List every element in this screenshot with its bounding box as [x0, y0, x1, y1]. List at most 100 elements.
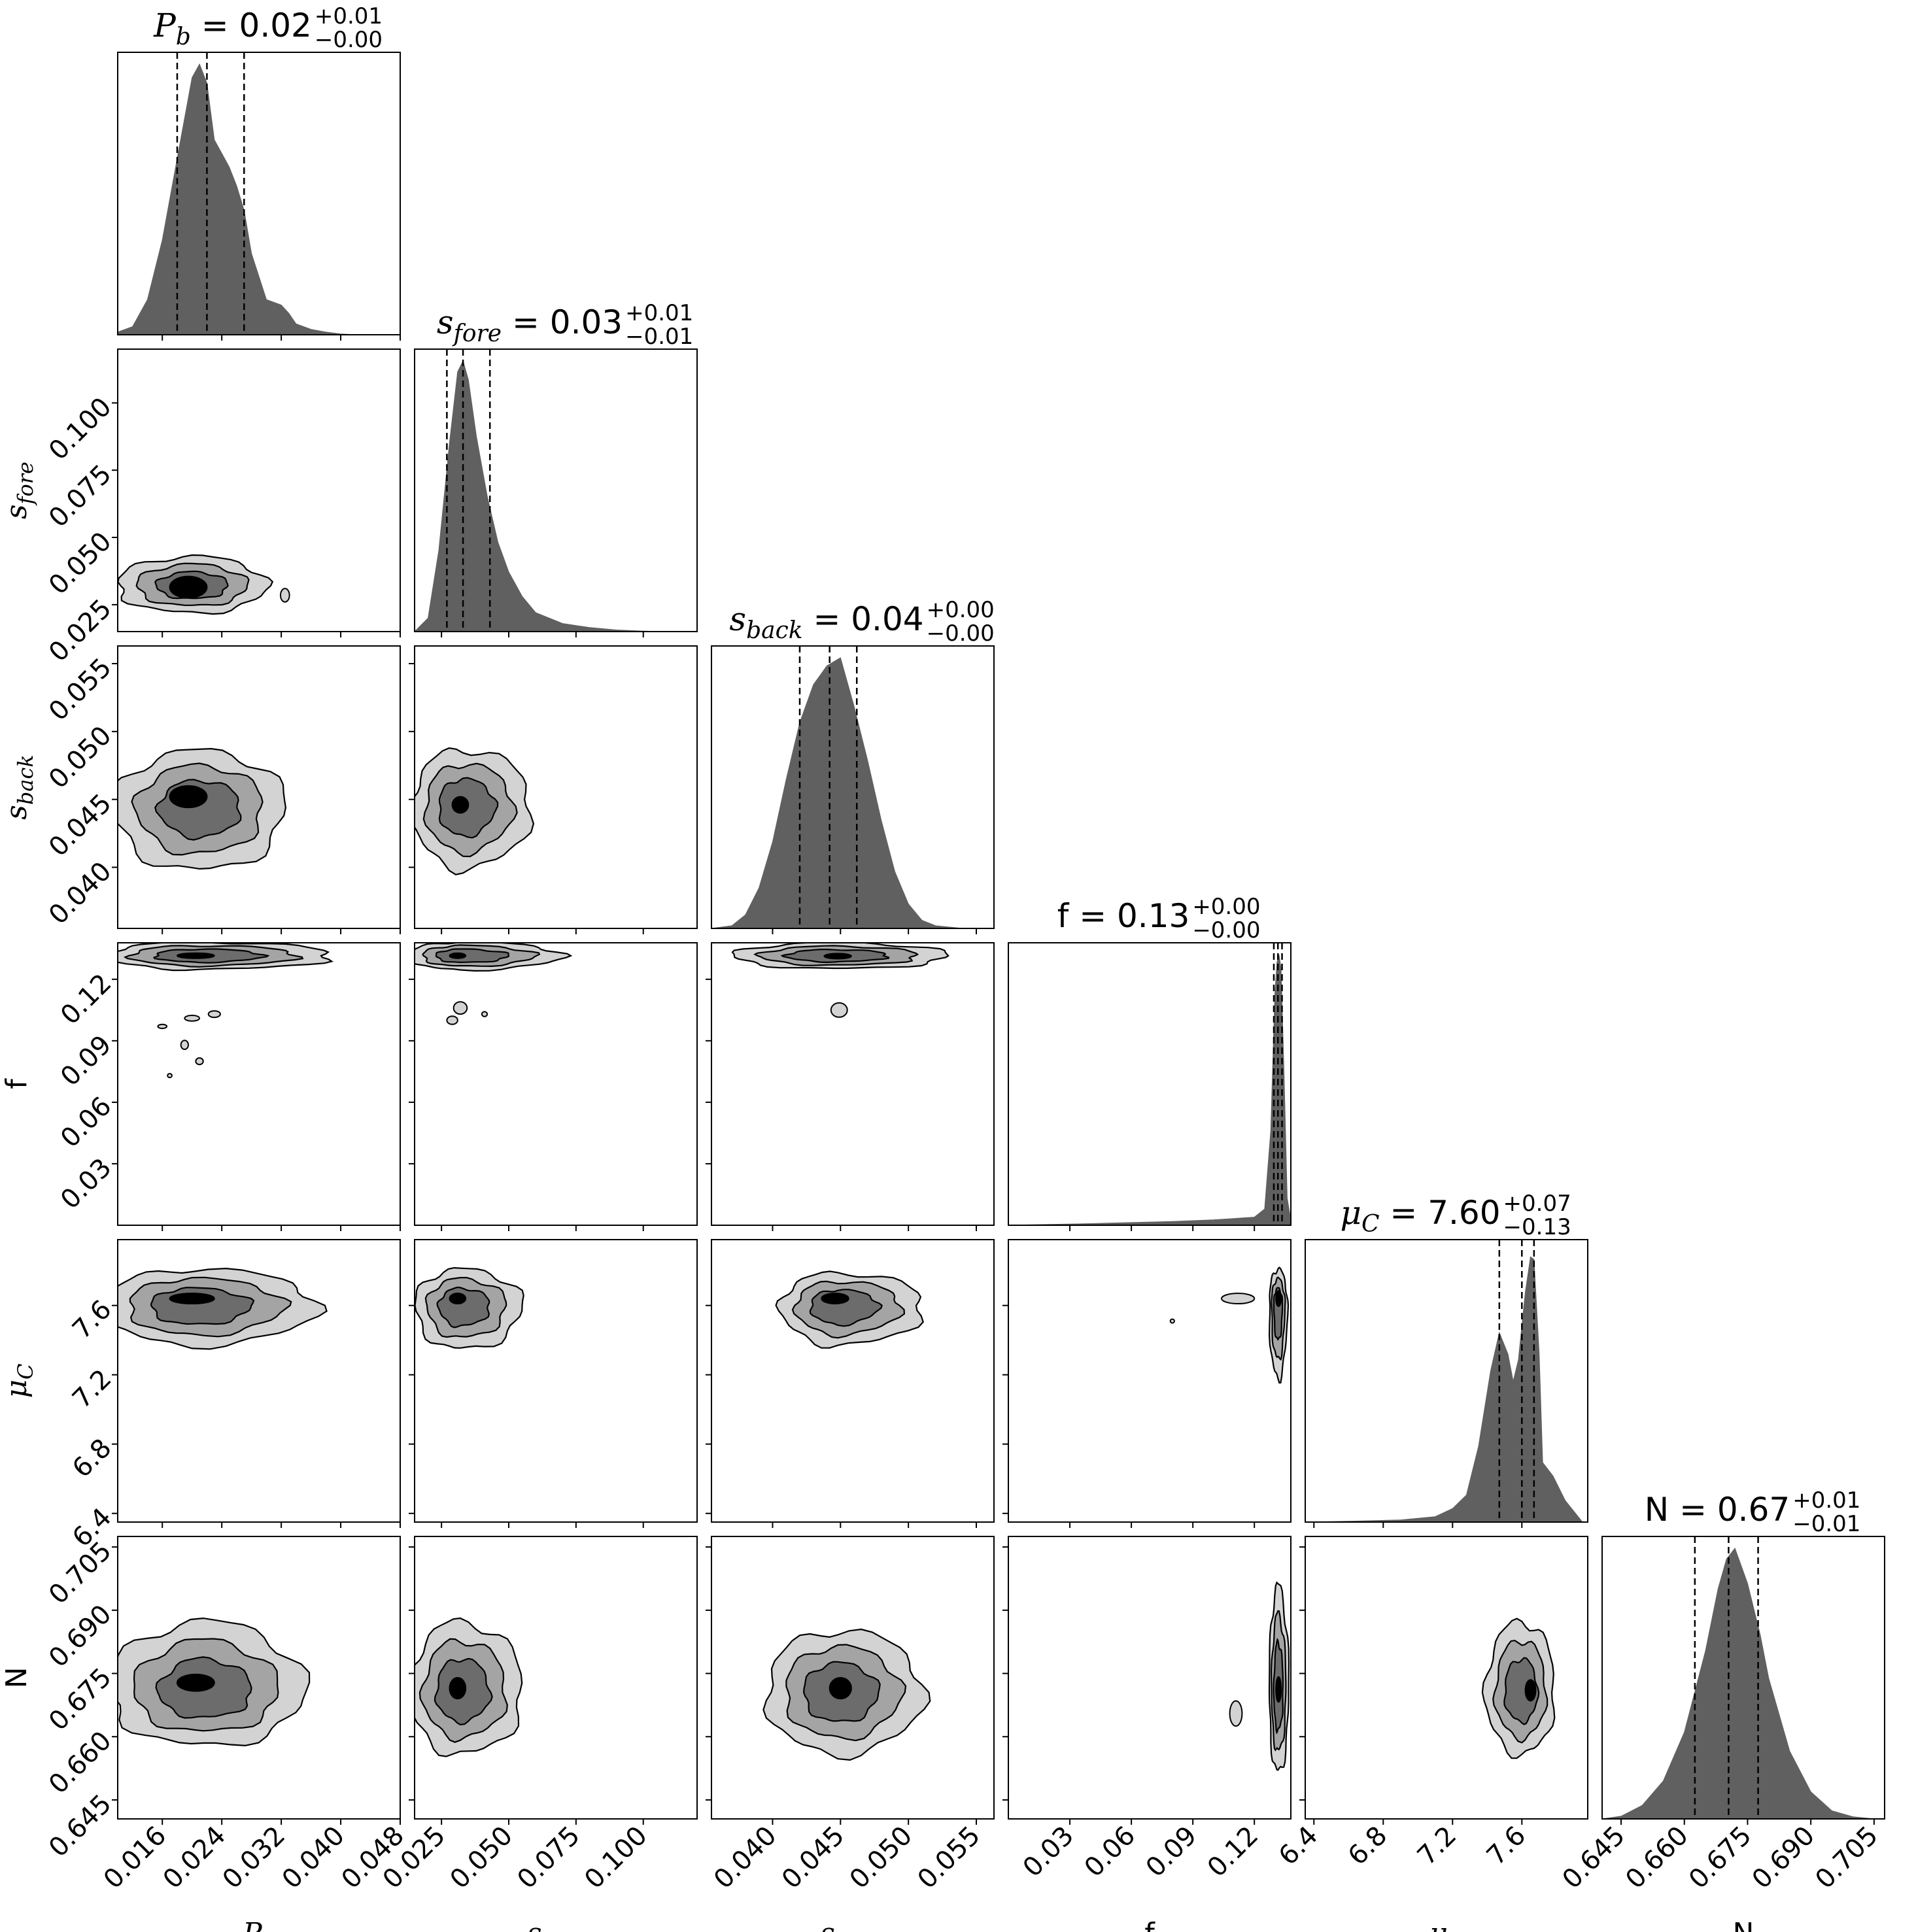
y-tick-label-s_fore: 0.100 [43, 392, 118, 466]
title-s_fore: sfore = 0.03 [437, 303, 623, 347]
contour-peak [823, 953, 852, 960]
panel-frame [1008, 942, 1292, 1226]
marginal-panel-N [1601, 1536, 1885, 1825]
x-axis-label-P_b: Pb [242, 1917, 275, 1932]
histogram-N [1602, 1547, 1874, 1819]
y-tick-label-N: 0.690 [43, 1599, 118, 1674]
marginal-panel-P_b [117, 52, 401, 341]
panel-frame [117, 52, 401, 335]
y-tick-label-s_fore: 0.050 [43, 526, 118, 601]
x-tick-label-f: 0.09 [1140, 1821, 1203, 1884]
contour-peak [449, 1677, 467, 1700]
x-axis-label-s_back: sback [820, 1917, 885, 1932]
joint-panel-s_fore-vs-N [409, 1536, 698, 1825]
x-tick-label-N: 0.660 [1620, 1821, 1694, 1895]
panel-frame [117, 348, 401, 632]
x-tick-label-s_back: 0.055 [912, 1821, 987, 1895]
contour-peak [449, 1293, 467, 1305]
panel-frame [414, 645, 698, 929]
y-tick-label-f: 0.09 [55, 1030, 118, 1093]
y-tick-label-s_fore: 0.075 [43, 459, 118, 534]
x-tick-label-s_back: 0.045 [776, 1821, 851, 1895]
contour-island-3 [481, 1011, 488, 1017]
title-plus-N: +0.01 [1792, 1487, 1860, 1514]
title-f: f = 0.13 [1057, 897, 1190, 935]
panel-frame [117, 1239, 401, 1523]
title-N: N = 0.67 [1645, 1491, 1790, 1529]
title-plus-P_b: +0.01 [315, 3, 383, 29]
joint-panel-f-vs-N [1002, 1536, 1292, 1825]
x-tick-label-mu_C: 7.2 [1412, 1821, 1463, 1872]
contour-island-1 [453, 1001, 468, 1015]
title-minus-f: −0.00 [1192, 917, 1260, 943]
panel-frame [711, 942, 995, 1226]
contour-peak [169, 785, 208, 809]
x-tick-label-P_b: 0.040 [277, 1821, 351, 1895]
panel-frame [711, 1239, 995, 1523]
contour-island-2 [1169, 1318, 1175, 1324]
title-plus-s_fore: +0.01 [625, 300, 693, 326]
contour-island-2 [446, 1015, 458, 1025]
joint-panel-P_b-vs-s_fore [112, 348, 401, 637]
panel-frame [711, 1536, 995, 1820]
contour-peak [1524, 1679, 1537, 1702]
y-tick-label-mu_C: 6.8 [67, 1433, 118, 1484]
title-s_back: sback = 0.04 [729, 600, 923, 644]
panel-frame [1305, 1536, 1588, 1820]
y-tick-label-N: 0.675 [43, 1663, 118, 1737]
contour-island-1 [279, 588, 290, 603]
marginal-panel-mu_C [1305, 1239, 1588, 1528]
title-P_b: Pb = 0.02 [153, 7, 312, 50]
title-plus-s_back: +0.00 [927, 597, 995, 623]
marginal-panel-s_fore [414, 348, 698, 637]
contour-level-3 [1503, 1657, 1540, 1725]
y-tick-label-f: 0.06 [55, 1091, 118, 1154]
title-minus-P_b: −0.00 [315, 27, 383, 53]
joint-panel-s_fore-vs-mu_C [409, 1239, 698, 1528]
x-tick-label-f: 0.03 [1018, 1821, 1080, 1884]
joint-panel-s_fore-vs-f [409, 942, 698, 1231]
x-tick-label-mu_C: 7.6 [1481, 1821, 1532, 1872]
joint-panel-P_b-vs-f [112, 942, 401, 1231]
x-tick-label-N: 0.675 [1683, 1821, 1758, 1895]
joint-panel-f-vs-mu_C [1002, 1239, 1292, 1528]
joint-panel-s_back-vs-mu_C [706, 1239, 995, 1528]
contour-peak [1275, 1290, 1282, 1308]
title-mu_C: μC = 7.60 [1340, 1194, 1500, 1238]
joint-panel-s_back-vs-N [706, 1536, 995, 1825]
x-tick-label-mu_C: 6.4 [1273, 1821, 1324, 1872]
x-axis-label-f: f [1144, 1917, 1155, 1932]
contour-peak [176, 1673, 215, 1692]
panel-frame [414, 1239, 698, 1523]
contour-peak [1275, 1676, 1282, 1703]
contour-island-2 [207, 1010, 221, 1019]
x-axis-label-s_fore: sfore [527, 1917, 585, 1932]
contour-island-6 [167, 1073, 173, 1079]
histogram-f [1008, 954, 1291, 1225]
y-tick-label-mu_C: 7.2 [67, 1364, 118, 1415]
y-tick-label-N: 0.705 [43, 1536, 118, 1610]
histogram-mu_C [1305, 1256, 1583, 1522]
x-tick-label-f: 0.12 [1202, 1821, 1265, 1884]
joint-panel-P_b-vs-mu_C [112, 1239, 401, 1528]
title-minus-s_fore: −0.01 [625, 324, 693, 350]
x-tick-label-f: 0.06 [1079, 1821, 1142, 1884]
contour-peak [176, 952, 215, 959]
x-tick-label-s_fore: 0.075 [511, 1821, 586, 1895]
x-tick-label-s_fore: 0.100 [579, 1821, 653, 1895]
x-axis-label-mu_C: μC [1429, 1917, 1463, 1932]
panel-frame [414, 942, 698, 1226]
joint-panel-s_fore-vs-s_back [409, 645, 698, 934]
contour-peak [821, 1293, 849, 1305]
y-tick-label-N: 0.645 [43, 1789, 118, 1863]
title-plus-f: +0.00 [1192, 894, 1260, 920]
contour-peak [169, 575, 208, 599]
panel-frame [1008, 1536, 1292, 1820]
y-axis-label-mu_C: μC [0, 1363, 38, 1398]
y-tick-label-s_back: 0.055 [43, 652, 118, 727]
y-tick-label-f: 0.12 [55, 968, 118, 1031]
contour-peak [449, 952, 467, 959]
x-axis-label-N: N [1733, 1917, 1754, 1932]
title-minus-s_back: −0.00 [927, 620, 995, 647]
